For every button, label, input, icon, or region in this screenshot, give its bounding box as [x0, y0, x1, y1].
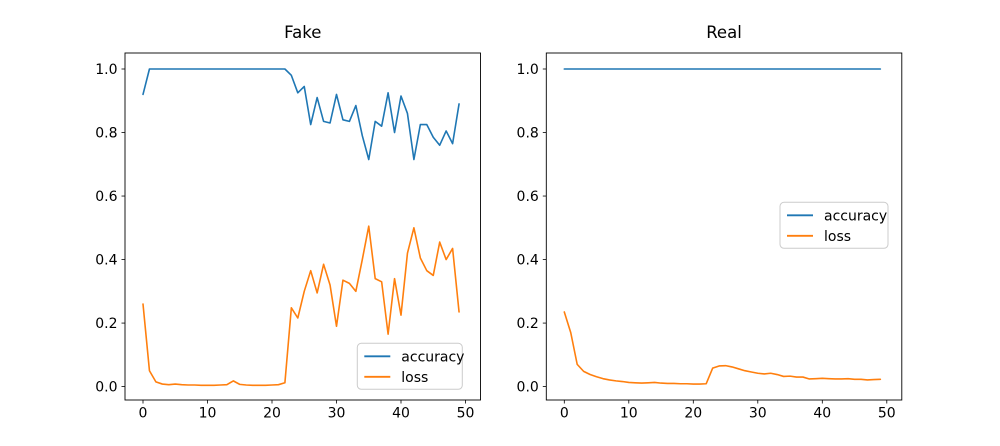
y-tick-label: 0.0: [95, 380, 117, 396]
y-tick-label: 0.4: [517, 253, 539, 269]
y-tick-label: 0.2: [95, 316, 117, 332]
x-tick-label: 50: [878, 406, 896, 422]
x-tick-label: 40: [392, 406, 410, 422]
fake-accuracy-line: [142, 68, 460, 161]
fake-legend-loss-label: loss: [401, 370, 428, 386]
x-tick-label: 20: [263, 406, 281, 422]
real-legend-accuracy-label: accuracy: [824, 208, 887, 224]
fake-plot-area: 0 10 20 30 40 50 0.0 0.2 0.4 0.6 0.8 1.0 accuracy los…: [95, 52, 481, 422]
x-tick-label: 10: [199, 406, 217, 422]
real-loss-line: [563, 311, 882, 385]
fake-axes-background: [125, 53, 481, 400]
fake-plot-title: Fake: [284, 23, 321, 42]
x-tick-label: 30: [328, 406, 346, 422]
real-axes-frame: [545, 52, 903, 401]
fake-legend-box: [356, 342, 463, 390]
fake-axes-frame: [124, 52, 481, 401]
fake-loss-line: [142, 225, 460, 387]
y-tick-label: 0.0: [517, 380, 539, 396]
real-legend-box: [779, 201, 889, 249]
y-tick-label: 0.6: [517, 189, 539, 205]
y-tick-label: 1.0: [517, 62, 539, 78]
x-tick-label: 20: [684, 406, 702, 422]
y-tick-label: 0.4: [95, 253, 117, 269]
x-tick-label: 0: [560, 406, 569, 422]
real-plot-title: Real: [706, 23, 742, 42]
x-tick-label: 30: [749, 406, 767, 422]
y-tick-label: 0.8: [95, 126, 117, 142]
x-tick-label: 40: [813, 406, 831, 422]
y-tick-label: 1.0: [95, 62, 117, 78]
x-tick-label: 50: [457, 406, 475, 422]
y-tick-label: 0.2: [517, 316, 539, 332]
x-tick-label: 0: [139, 406, 148, 422]
real-legend-loss-label: loss: [824, 229, 851, 245]
x-tick-label: 10: [620, 406, 638, 422]
fake-legend-accuracy-label: accuracy: [401, 349, 464, 365]
y-tick-label: 0.6: [95, 189, 117, 205]
y-tick-label: 0.8: [517, 126, 539, 142]
real-plot-area: 0 10 20 30 40 50 0.0 0.2 0.4 0.6 0.8 1.0 accuracy los…: [517, 52, 903, 422]
